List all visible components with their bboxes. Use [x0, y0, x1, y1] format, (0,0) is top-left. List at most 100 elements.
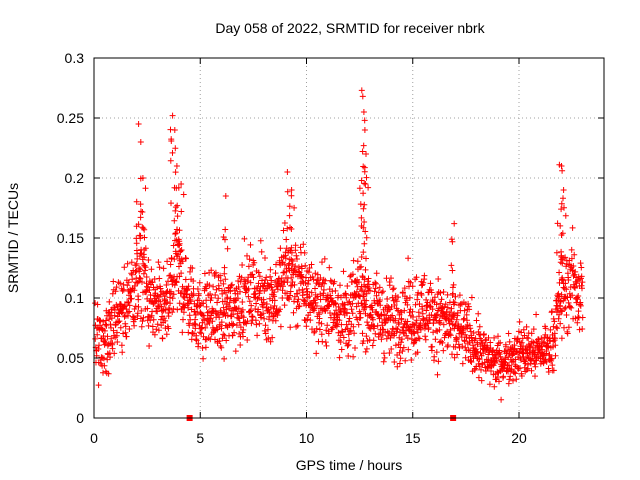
data-point: [305, 277, 312, 284]
data-point: [272, 270, 279, 277]
data-point: [386, 350, 393, 356]
data-point: [500, 364, 507, 371]
data-point: [461, 307, 468, 314]
data-point: [112, 288, 119, 295]
data-point: [360, 190, 367, 197]
data-point: [138, 307, 145, 314]
data-point: [190, 291, 197, 297]
data-point: [332, 300, 339, 306]
data-point: [373, 280, 379, 287]
data-point: [224, 294, 231, 301]
data-point: [445, 342, 451, 349]
data-point: [496, 378, 502, 385]
data-point: [122, 323, 129, 330]
y-tick-label: 0.3: [65, 50, 85, 66]
data-point: [96, 342, 102, 349]
data-point: [392, 342, 399, 349]
data-point: [257, 237, 264, 244]
data-point: [169, 309, 176, 316]
data-point: [101, 362, 108, 369]
data-point: [496, 351, 503, 358]
data-point: [394, 326, 401, 333]
data-point: [209, 318, 216, 325]
data-point: [361, 127, 368, 133]
data-point: [100, 355, 107, 362]
data-point: [388, 346, 395, 352]
data-point: [168, 200, 174, 207]
data-point: [429, 343, 436, 350]
data-point: [132, 262, 139, 269]
data-point: [424, 320, 431, 327]
data-point: [172, 207, 179, 214]
data-point: [430, 329, 437, 336]
data-point: [331, 278, 338, 285]
data-point: [429, 306, 436, 313]
data-point: [221, 355, 228, 362]
data-point: [144, 305, 151, 312]
data-point: [449, 284, 456, 291]
data-point: [453, 316, 460, 323]
data-point: [192, 312, 199, 318]
data-point: [166, 294, 173, 301]
data-point: [452, 293, 459, 300]
y-tick-label: 0: [76, 410, 84, 426]
data-point: [132, 316, 138, 323]
data-point: [511, 345, 518, 352]
data-point: [317, 275, 324, 281]
data-point: [579, 279, 586, 286]
data-point: [395, 294, 401, 301]
data-point: [178, 208, 185, 215]
data-point: [361, 201, 368, 208]
data-point: [327, 277, 334, 284]
data-point: [292, 242, 299, 249]
data-point: [353, 303, 360, 310]
data-point: [395, 307, 402, 314]
data-point: [561, 204, 567, 211]
data-point: [497, 353, 504, 360]
data-point: [281, 302, 288, 309]
data-point: [286, 212, 293, 219]
data-point: [364, 319, 371, 326]
data-point: [223, 306, 230, 313]
data-point: [416, 335, 423, 342]
data-point: [449, 238, 456, 245]
data-point: [250, 274, 257, 281]
data-point: [237, 342, 244, 348]
data-point: [506, 376, 513, 383]
data-point: [177, 248, 184, 254]
data-point: [262, 277, 269, 283]
data-point: [485, 334, 492, 341]
data-point: [302, 298, 308, 305]
data-point: [558, 248, 565, 255]
data-point: [465, 300, 472, 307]
y-tick-label: 0.15: [57, 230, 84, 246]
data-point: [298, 265, 305, 272]
data-point: [168, 138, 175, 144]
data-point: [137, 275, 144, 282]
data-point: [200, 300, 207, 307]
data-point: [564, 330, 571, 337]
data-point: [175, 184, 182, 191]
grid-lines: [94, 58, 604, 418]
data-point: [124, 299, 131, 305]
data-point: [474, 348, 481, 355]
x-tick-label: 10: [299, 430, 315, 446]
data-point: [447, 326, 454, 333]
data-point: [568, 246, 575, 253]
data-point: [565, 299, 572, 306]
data-point: [436, 339, 443, 346]
data-point: [137, 201, 144, 208]
data-point: [291, 298, 297, 305]
data-point: [413, 274, 420, 281]
data-point: [511, 369, 518, 376]
data-point: [356, 185, 363, 192]
data-point: [234, 295, 241, 302]
data-point: [268, 277, 275, 284]
data-point: [343, 294, 350, 301]
data-point: [419, 310, 426, 317]
data-point: [287, 282, 294, 289]
data-point: [474, 341, 481, 348]
data-point: [371, 288, 378, 295]
data-point: [124, 282, 131, 289]
data-point: [128, 295, 135, 302]
